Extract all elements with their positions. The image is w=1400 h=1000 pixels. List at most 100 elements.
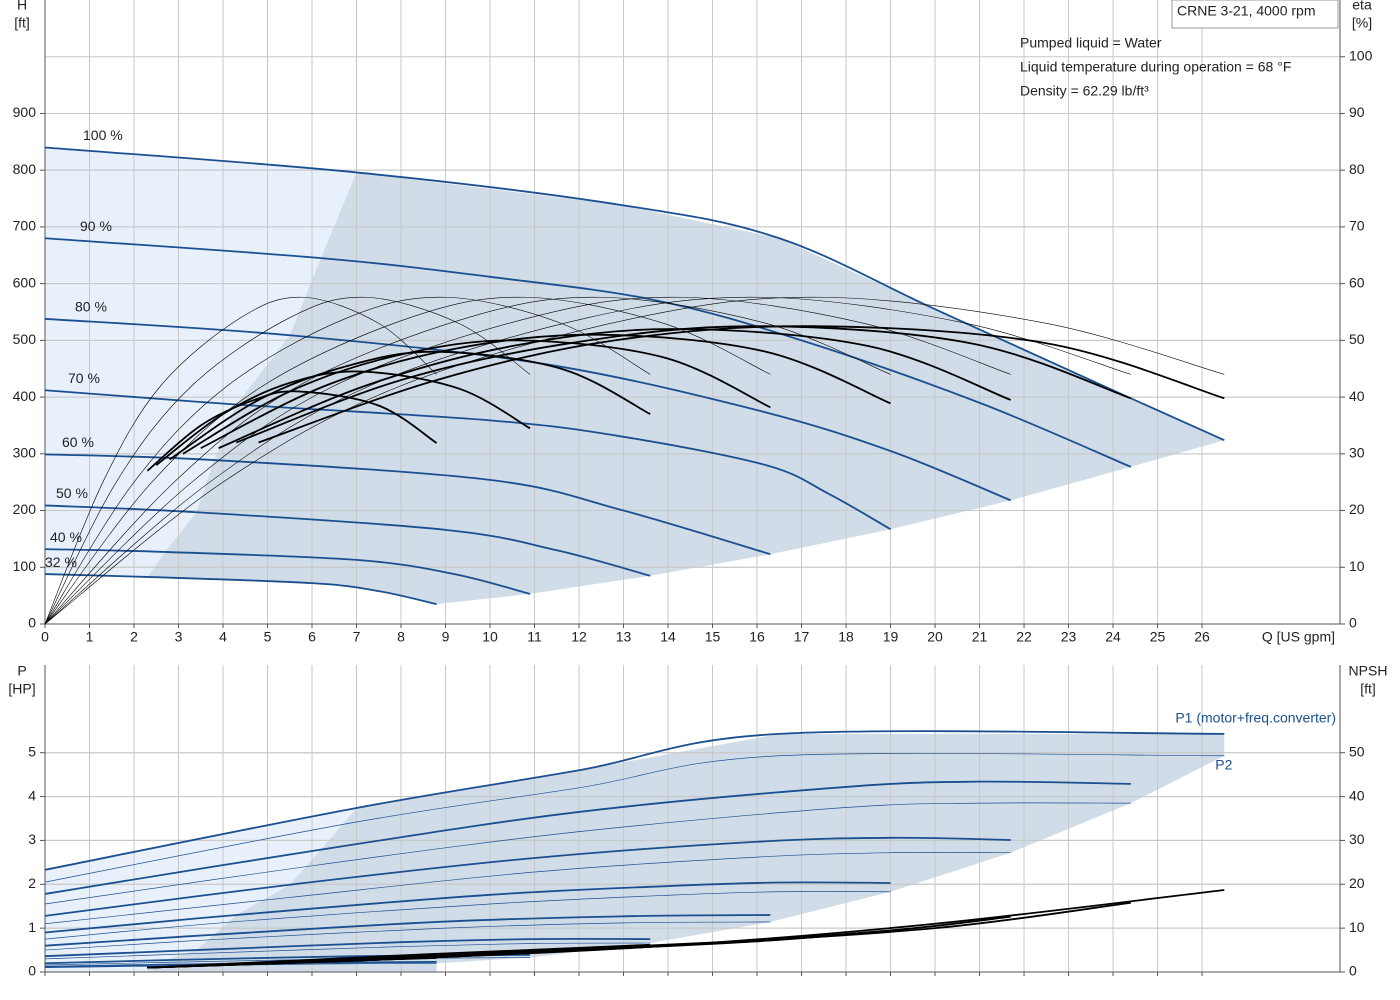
title-box <box>1171 0 1339 29</box>
x-tick-label: 2 <box>130 629 138 645</box>
y2-tick-label: 60 <box>1349 274 1365 290</box>
speed-label: 40 % <box>50 529 82 545</box>
curve <box>44 296 531 625</box>
x-tick-label: 24 <box>1105 629 1121 645</box>
curve <box>44 146 1225 442</box>
curve <box>44 881 891 934</box>
curve <box>44 836 1011 917</box>
curve <box>44 296 1011 625</box>
x-tick-label: 0 <box>41 629 49 645</box>
y2-tick-label: 40 <box>1349 787 1365 803</box>
reduced-speed-area <box>45 807 357 972</box>
speed-label: 32 % <box>45 554 77 570</box>
curve <box>44 802 1131 905</box>
operating-area <box>147 172 1225 605</box>
curve <box>44 296 651 625</box>
curve <box>44 296 771 625</box>
curve <box>44 296 1131 625</box>
curve <box>182 339 771 455</box>
y2-tick-label: 90 <box>1349 104 1365 120</box>
x-tick-label: 15 <box>705 629 721 645</box>
x-tick-label: 3 <box>175 629 183 645</box>
y-tick-label: 2 <box>28 875 36 891</box>
annotation: Pumped liquid = Water <box>1020 35 1162 51</box>
x-tick-label: 11 <box>527 629 542 645</box>
x-tick-label: 12 <box>571 629 587 645</box>
y2-tick-label: 80 <box>1349 161 1365 177</box>
y-tick-label: 800 <box>13 161 37 177</box>
speed-label: 80 % <box>75 299 107 315</box>
y-axis-unit: [ft] <box>14 15 30 31</box>
y-tick-label: 300 <box>13 445 37 461</box>
curve <box>155 370 531 466</box>
y2-axis-label: eta <box>1352 0 1372 13</box>
y2-tick-label: 20 <box>1349 501 1365 517</box>
y-tick-label: 0 <box>28 963 36 979</box>
y-tick-label: 500 <box>13 331 37 347</box>
y-tick-label: 3 <box>28 831 36 847</box>
curve <box>218 328 1012 449</box>
annotation: Liquid temperature during operation = 68… <box>1020 59 1291 75</box>
speed-label: 60 % <box>62 434 94 450</box>
x-tick-label: 6 <box>308 629 316 645</box>
y2-tick-label: 70 <box>1349 218 1365 234</box>
text-layer: CRNE 3-21, 4000 rpm Pumped liquid = Wate… <box>8 0 1387 979</box>
curve <box>258 325 1225 444</box>
speed-label: 100 % <box>83 127 123 143</box>
curve <box>44 389 891 531</box>
chart-title: CRNE 3-21, 4000 rpm <box>1177 3 1316 19</box>
curve <box>44 957 531 966</box>
x-tick-label: 18 <box>838 629 854 645</box>
x-axis-label: Q [US gpm] <box>1262 629 1335 645</box>
y2-tick-label: 20 <box>1349 875 1365 891</box>
curve <box>44 453 771 556</box>
curve <box>200 333 891 449</box>
x-tick-label: 10 <box>482 629 498 645</box>
x-tick-label: 20 <box>927 629 943 645</box>
speed-label: 90 % <box>80 218 112 234</box>
curve <box>44 548 531 595</box>
grid-layer <box>40 0 1345 976</box>
axis-frame <box>44 0 1341 625</box>
y2-tick-label: 30 <box>1349 831 1365 847</box>
y-axis-label: H <box>17 0 27 13</box>
curve <box>44 296 1225 625</box>
x-tick-label: 19 <box>883 629 899 645</box>
x-tick-label: 7 <box>353 629 361 645</box>
x-tick-label: 4 <box>219 629 227 645</box>
curve <box>44 937 651 958</box>
y-tick-label: 600 <box>13 274 37 290</box>
y2-tick-label: 50 <box>1349 331 1365 347</box>
y2-axis-unit: [%] <box>1352 15 1372 31</box>
curve-label: P1 (motor+freq.converter) <box>1175 710 1336 726</box>
speed-label: 50 % <box>56 485 88 501</box>
x-tick-label: 17 <box>794 629 810 645</box>
curve-layer <box>44 146 1225 969</box>
x-tick-label: 9 <box>442 629 450 645</box>
x-tick-label: 13 <box>616 629 632 645</box>
y-tick-label: 900 <box>13 104 37 120</box>
y-tick-label: 700 <box>13 218 37 234</box>
x-tick-label: 26 <box>1194 629 1210 645</box>
y-axis-label: P <box>17 663 26 679</box>
background-layer <box>45 147 1225 972</box>
curve <box>44 942 651 960</box>
y2-tick-label: 0 <box>1349 615 1357 631</box>
curve <box>44 296 891 625</box>
operating-area <box>147 733 1225 972</box>
curve-label: P2 <box>1215 756 1232 772</box>
y2-tick-label: 100 <box>1349 47 1373 63</box>
y-tick-label: 0 <box>28 615 36 631</box>
x-tick-label: 14 <box>660 629 676 645</box>
y-tick-label: 200 <box>13 501 37 517</box>
y2-tick-label: 50 <box>1349 743 1365 759</box>
curve <box>44 730 1225 871</box>
y2-tick-label: 0 <box>1349 963 1357 979</box>
curve <box>169 350 651 461</box>
curve <box>44 296 437 625</box>
x-tick-label: 25 <box>1150 629 1166 645</box>
y-tick-label: 1 <box>28 919 36 935</box>
y2-axis-label: NPSH <box>1349 663 1388 679</box>
curve <box>44 891 891 940</box>
